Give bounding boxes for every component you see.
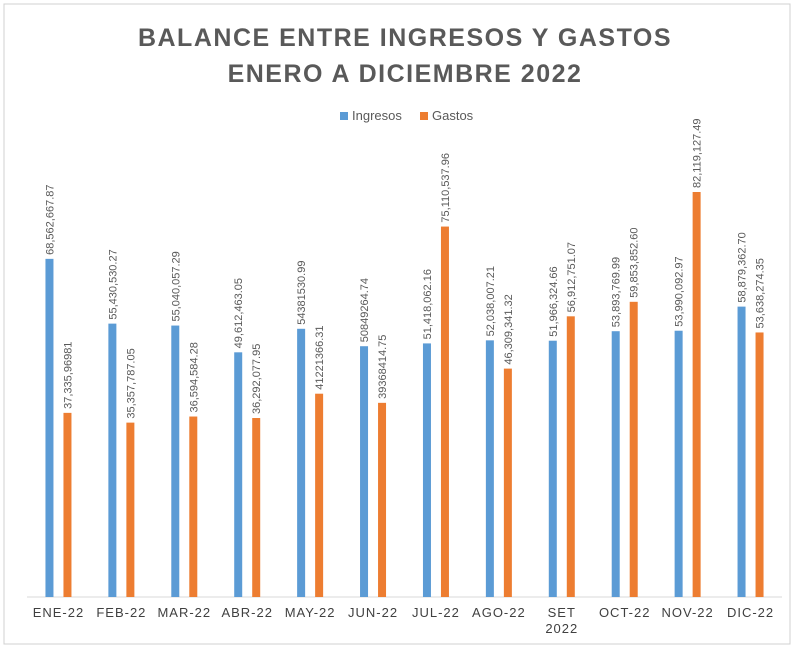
data-label: 53,638,274.35 [755, 258, 767, 328]
data-label: 41221366.31 [314, 325, 326, 389]
bar [252, 418, 261, 597]
data-label: 53,990,092.97 [674, 256, 686, 326]
data-label: 82,119,127.49 [692, 118, 704, 188]
bar [234, 352, 243, 597]
data-label: 35,357,787.05 [125, 348, 137, 418]
data-label: 46,309,341.32 [503, 294, 515, 364]
bar [422, 343, 431, 597]
data-label: 36,594,584.28 [188, 342, 200, 412]
bar [189, 416, 198, 597]
data-label: 75,110,537.96 [440, 153, 452, 223]
data-label: 37,335,96981 [62, 342, 74, 409]
x-tick-label: ENE-22 [32, 605, 85, 620]
data-label: 51,418,062.16 [422, 269, 434, 339]
data-label: 36,292,077.95 [251, 344, 263, 414]
chart-frame [3, 3, 791, 645]
data-label: 52,038,007.21 [485, 266, 497, 336]
bar [674, 330, 683, 597]
data-label: 56,912,751.07 [566, 242, 578, 312]
bar [378, 402, 387, 597]
data-label: 49,612,463.05 [233, 278, 245, 348]
bar [548, 340, 557, 597]
data-label: 68,562,667.87 [44, 184, 56, 254]
bar [503, 368, 512, 597]
legend-swatch [420, 112, 428, 120]
data-label: 58,879,362.70 [737, 232, 749, 302]
legend-label: Gastos [432, 108, 474, 123]
data-label: 50849264.74 [359, 278, 371, 342]
legend-swatch [340, 112, 348, 120]
bar [737, 306, 746, 597]
bar [45, 258, 54, 597]
x-tick-label: MAY-22 [284, 605, 336, 620]
x-tick-label: JUL-22 [411, 605, 460, 620]
data-label: 51,966,324.66 [548, 266, 560, 336]
data-label: 55,040,057.29 [170, 251, 182, 321]
x-tick-label: JUN-22 [347, 605, 399, 620]
bar [360, 346, 369, 597]
x-tick-label: MAR-22 [157, 605, 212, 620]
bar [108, 323, 117, 597]
x-tick-label: DIC-22 [726, 605, 775, 620]
x-tick-label: SET 2022 [545, 605, 579, 636]
chart-title: BALANCE ENTRE INGRESOS Y GASTOS [138, 24, 672, 52]
bar [315, 393, 324, 597]
x-tick-label: NOV-22 [661, 605, 714, 620]
chart-title: ENERO A DICIEMBRE 2022 [228, 60, 583, 88]
bar [440, 226, 449, 598]
x-tick-label: OCT-22 [598, 605, 651, 620]
bar [611, 331, 620, 597]
data-label: 59,853,852.60 [629, 227, 641, 297]
bar [755, 332, 764, 597]
data-label: 55,430,530.27 [107, 249, 119, 319]
data-label: 39368414.75 [377, 335, 389, 399]
bar [297, 328, 306, 597]
bar [171, 325, 180, 597]
bar [566, 316, 575, 597]
bar [629, 301, 638, 597]
x-tick-label: ABR-22 [221, 605, 273, 620]
bar [126, 422, 135, 597]
data-label: 54381530.99 [296, 261, 308, 325]
bar [692, 192, 701, 597]
data-label: 53,893,769.99 [611, 257, 623, 327]
legend-label: Ingresos [352, 108, 402, 123]
bar [63, 412, 72, 597]
bar [485, 340, 494, 597]
x-tick-label: FEB-22 [96, 605, 147, 620]
x-tick-label: AGO-22 [472, 605, 526, 620]
